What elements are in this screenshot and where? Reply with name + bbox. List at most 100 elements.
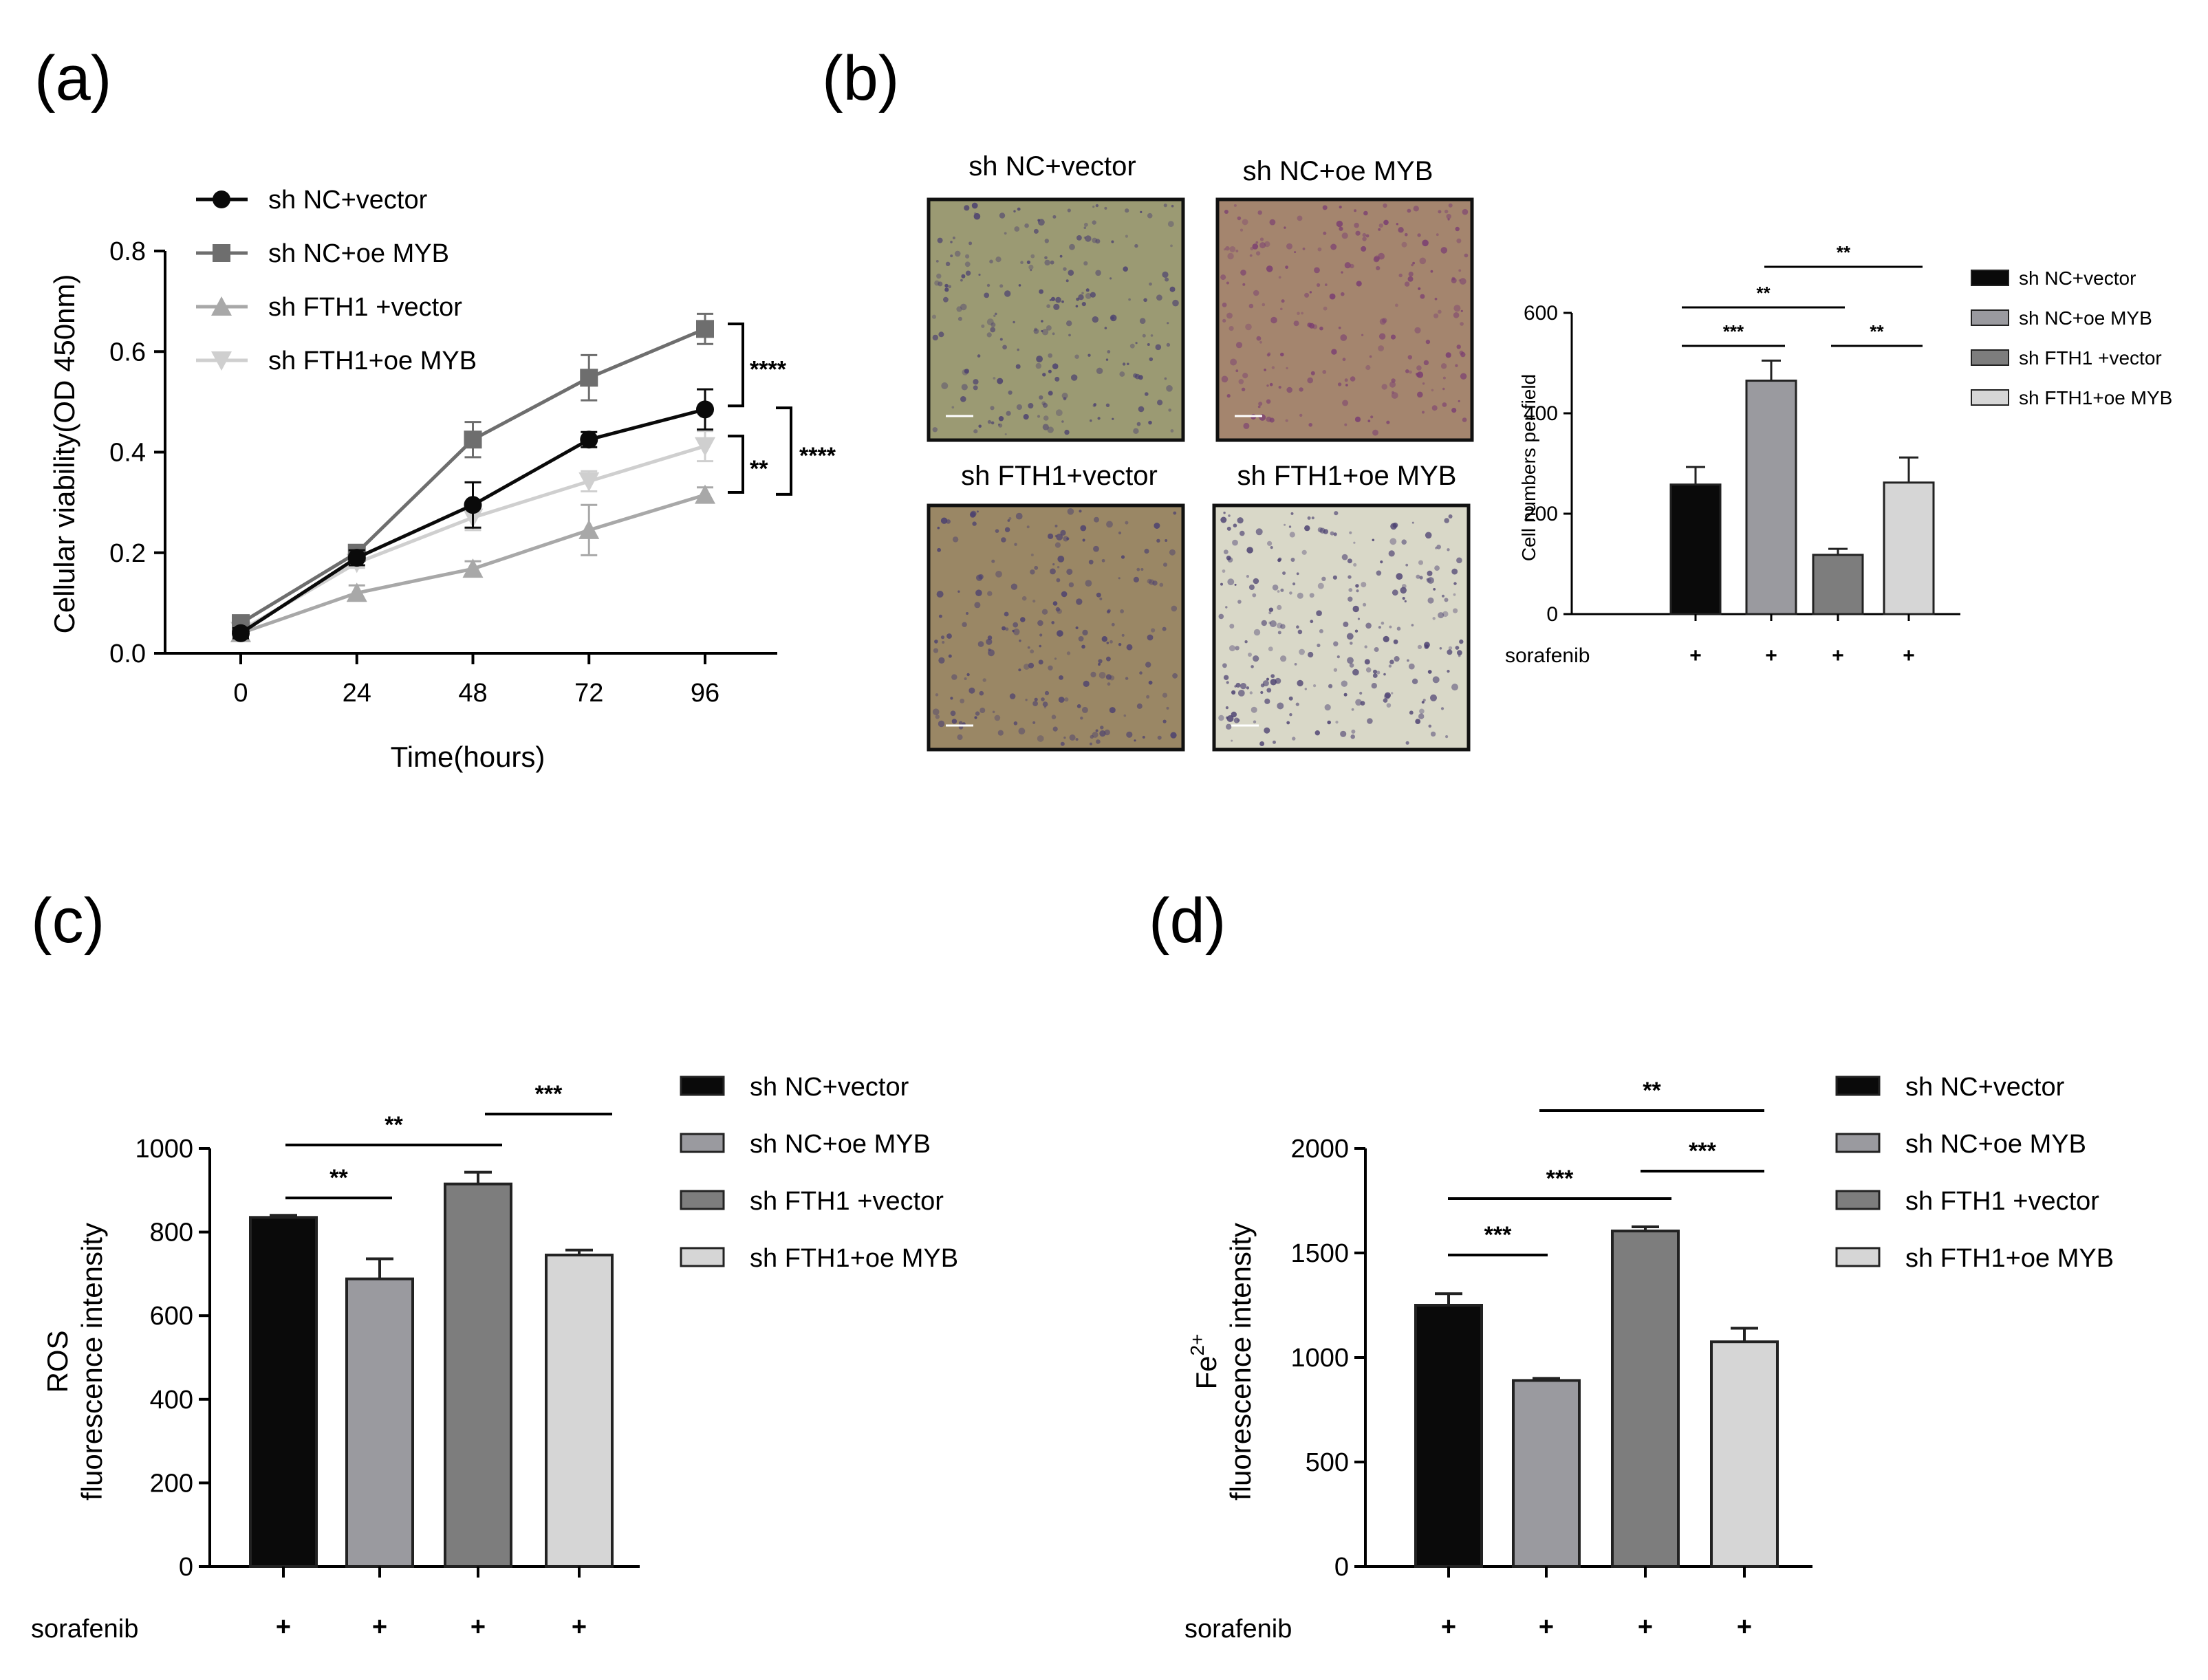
micrograph-cell: [1378, 228, 1381, 231]
micrograph-cell: [945, 261, 951, 266]
micrograph-cell: [1222, 318, 1226, 323]
chart-c-legend-label: sh NC+oe MYB: [750, 1130, 931, 1159]
micrograph-cell: [1438, 612, 1444, 619]
micrograph-cell: [990, 406, 995, 411]
micrograph-cell: [1136, 567, 1140, 571]
micrograph-cell: [975, 589, 982, 596]
micrograph-cell: [1061, 300, 1064, 303]
micrograph-cell: [999, 284, 1004, 288]
micrograph-cell: [1170, 429, 1174, 433]
micrograph-cell: [1135, 342, 1138, 345]
panel-label-a: (a): [34, 43, 111, 113]
micrograph-cell: [1106, 521, 1113, 528]
micrograph-cell: [987, 591, 993, 596]
micrograph-cell: [1050, 260, 1054, 265]
micrograph-cell: [1277, 604, 1282, 611]
micrograph-cell: [1226, 681, 1229, 684]
micrograph-cell: [1004, 290, 1011, 297]
micrograph-cell: [1277, 631, 1281, 635]
chart-b-treatment-mark: +: [1832, 644, 1844, 667]
micrograph-cell: [1048, 665, 1053, 670]
micrograph-cell: [1233, 204, 1237, 207]
micrograph-cell: [1407, 276, 1414, 282]
micrograph-cell: [1365, 234, 1370, 238]
micrograph-cell: [1253, 629, 1261, 636]
chart-c-significance-label: **: [385, 1112, 403, 1138]
micrograph-cell: [1147, 212, 1153, 219]
micrograph-cell: [1056, 578, 1061, 582]
micrograph-cell: [1389, 625, 1392, 629]
micrograph-cell: [1076, 235, 1082, 241]
micrograph-cell: [1136, 703, 1143, 709]
micrograph-cell: [990, 327, 996, 333]
micrograph-cell: [1063, 267, 1067, 271]
photo-title-2: sh NC+oe MYB: [1243, 156, 1433, 186]
micrograph-cell: [1447, 670, 1450, 673]
micrograph-cell: [1052, 215, 1057, 219]
micrograph-cell: [1453, 305, 1461, 312]
micrograph-cell: [1050, 296, 1056, 301]
micrograph-cell: [1438, 309, 1442, 314]
micrograph-cell: [1453, 582, 1457, 585]
chart-a-xlabel: Time(hours): [391, 741, 545, 773]
micrograph-cell: [1451, 408, 1457, 413]
chart-d-y-tick-label: 500: [1306, 1448, 1349, 1477]
micrograph-cell: [1099, 597, 1103, 600]
micrograph-cell: [984, 292, 990, 298]
micrograph-cell: [1417, 391, 1423, 398]
micrograph-cell: [1166, 706, 1169, 710]
chart-c-treatment-mark: +: [572, 1613, 587, 1641]
micrograph-cell: [1018, 728, 1026, 735]
chart-a-y-tick-label: 0.4: [109, 439, 146, 468]
micrograph-cell: [998, 423, 1003, 428]
micrograph-cell: [1378, 223, 1383, 228]
micrograph-cell: [1344, 262, 1351, 269]
micrograph-cell: [1455, 226, 1460, 232]
micrograph-cell: [1004, 232, 1007, 235]
micrograph-cell: [995, 312, 997, 316]
micrograph-cell: [1227, 252, 1234, 260]
micrograph-cell: [1341, 554, 1348, 560]
micrograph-cell: [997, 423, 1000, 426]
micrograph-cell: [1341, 271, 1343, 274]
micrograph-cell: [1030, 554, 1034, 556]
micrograph-cell: [1095, 270, 1101, 276]
micrograph-cell: [1220, 274, 1226, 281]
micrograph-cell: [1171, 605, 1178, 612]
micrograph-cell: [1329, 293, 1336, 300]
micrograph-cell: [1155, 344, 1162, 351]
micrograph-cell: [1224, 210, 1229, 214]
micrograph-cell: [1362, 232, 1367, 237]
micrograph-cell: [1232, 539, 1238, 546]
chart-b-y-tick-label: 400: [1524, 402, 1558, 425]
micrograph-cell: [1367, 419, 1371, 423]
micrograph-cell: [1218, 714, 1224, 721]
chart-a-significance-label: ****: [799, 443, 836, 469]
micrograph-cell: [1123, 266, 1128, 272]
micrograph-cell: [1277, 558, 1281, 563]
micrograph-cell: [1237, 216, 1242, 221]
micrograph-cell: [1229, 624, 1235, 629]
micrograph-cell: [1317, 582, 1324, 589]
micrograph-cell: [1143, 298, 1147, 303]
micrograph-cell: [965, 270, 971, 276]
micrograph-cell: [1021, 596, 1027, 601]
micrograph-cell: [1148, 680, 1153, 685]
micrograph-cell: [1221, 375, 1229, 383]
micrograph-cell: [1039, 644, 1041, 648]
micrograph-cell: [1267, 541, 1273, 546]
micrograph-cell: [1097, 417, 1101, 420]
micrograph-cell: [1226, 723, 1232, 730]
micrograph-cell: [1289, 591, 1292, 595]
micrograph-cell: [1028, 662, 1035, 668]
panel-label-b: (b): [822, 43, 899, 113]
micrograph-cell: [1231, 711, 1237, 718]
micrograph-cell: [1277, 702, 1284, 710]
micrograph-cell: [1052, 332, 1055, 336]
micrograph-cell: [1389, 659, 1394, 664]
chart-c-y-tick-label: 1000: [135, 1135, 193, 1164]
micrograph-cell: [1280, 655, 1287, 662]
micrograph-cell: [1457, 650, 1462, 656]
micrograph-cell: [1290, 512, 1294, 515]
micrograph-cell: [1106, 642, 1110, 644]
